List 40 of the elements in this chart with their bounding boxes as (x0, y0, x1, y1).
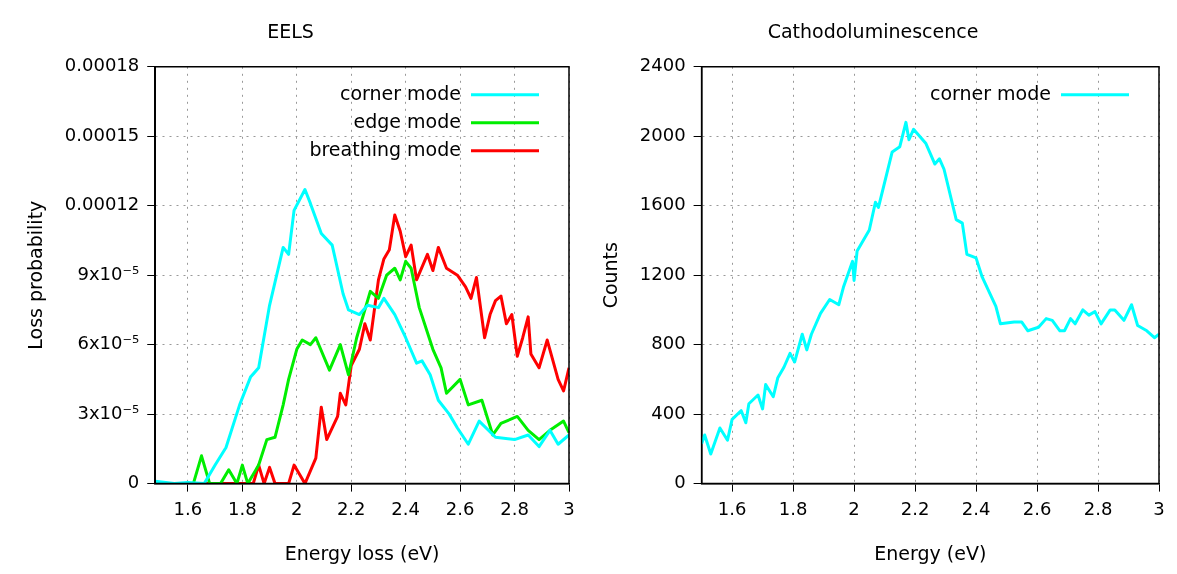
y-tick-label: 6x10⁻⁵ (77, 332, 140, 354)
y-tick-label: 2000 (639, 123, 686, 145)
legend-label: corner mode (929, 81, 1051, 104)
y-axis-title: Counts (599, 242, 622, 309)
y-tick-label: 0.00012 (64, 193, 140, 215)
y-tick-label: 9x10⁻⁵ (77, 262, 140, 284)
x-tick-label: 2.4 (391, 498, 420, 520)
y-tick-label: 0.00018 (64, 54, 140, 76)
x-tick-label: 2.4 (961, 498, 991, 520)
y-tick-label: 1200 (639, 262, 686, 284)
x-tick-label: 2.2 (336, 498, 366, 520)
x-tick-label: 2.6 (445, 498, 475, 520)
y-tick-label: 2400 (639, 54, 686, 76)
x-tick-label: 3 (563, 498, 575, 520)
x-tick-label: 3 (1153, 498, 1165, 520)
legend-label: breathing mode (309, 137, 461, 160)
legend-label: corner mode (339, 81, 461, 104)
x-tick-label: 2.8 (1083, 498, 1113, 520)
y-tick-label: 800 (651, 332, 686, 354)
x-tick-label: 2 (848, 498, 860, 520)
chart-title: Cathodoluminescence (767, 20, 979, 43)
y-tick-label: 0 (127, 471, 140, 493)
x-tick-label: 2 (291, 498, 303, 520)
x-tick-label: 1.8 (228, 498, 257, 520)
x-axis-title: Energy loss (eV) (284, 541, 440, 564)
y-tick-label: 3x10⁻⁵ (77, 401, 140, 423)
y-tick-label: 1600 (639, 193, 686, 215)
x-tick-label: 1.6 (717, 498, 747, 520)
y-tick-label: 0.00015 (64, 123, 140, 145)
x-tick-label: 1.6 (173, 498, 203, 520)
x-tick-label: 2.6 (1022, 498, 1052, 520)
y-axis-title: Loss probability (24, 200, 47, 350)
x-tick-label: 2.2 (900, 498, 930, 520)
legend-label: edge mode (353, 109, 461, 132)
y-tick-label: 0 (674, 471, 686, 493)
x-axis-title: Energy (eV) (874, 541, 987, 564)
y-tick-label: 400 (651, 401, 686, 423)
x-tick-label: 2.8 (500, 498, 529, 520)
chart-title: EELS (267, 20, 314, 43)
x-tick-label: 1.8 (778, 498, 808, 520)
